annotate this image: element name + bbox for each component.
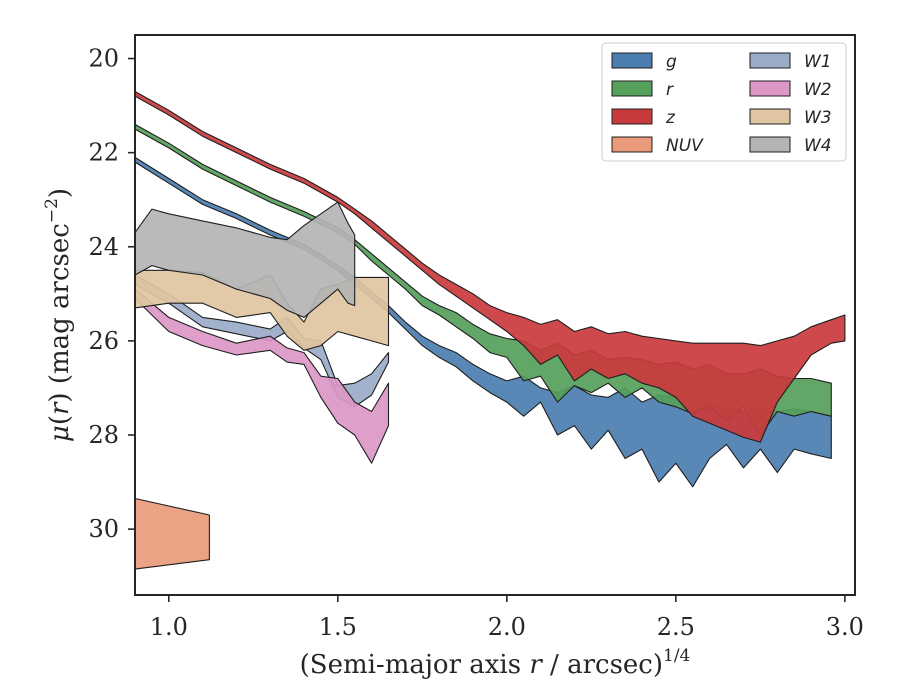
x-tick-label: 2.0 — [488, 613, 526, 641]
y-tick-label: 30 — [88, 515, 119, 543]
x-axis: 1.0 1.5 2.0 2.5 3.0 — [150, 595, 864, 641]
legend-label-r: r — [666, 80, 674, 100]
y-tick-label: 20 — [88, 45, 119, 73]
legend-label-z: z — [665, 108, 676, 128]
series-band-w1 — [134, 274, 390, 408]
legend: grz NUV W1 W2 W3 W4 — [601, 42, 847, 162]
x-axis-label-r: r — [529, 650, 543, 680]
series-band-w4 — [134, 201, 356, 318]
legend-label-w3: W3 — [804, 108, 832, 128]
x-tick-label: 1.5 — [319, 613, 357, 641]
legend-label-w2: W2 — [804, 80, 832, 100]
y-axis-label: μ(r) (mag arcsec−2) — [42, 188, 75, 442]
x-axis-label: (Semi-major axis r / arcsec)1/4 — [300, 646, 691, 680]
x-tick-label: 1.0 — [150, 613, 188, 641]
legend-entries: grz NUV W1 W2 W3 W4 — [611, 52, 832, 156]
legend-swatch-nuv — [611, 136, 653, 153]
series-layer — [134, 90, 846, 570]
legend-swatch-r — [611, 80, 653, 97]
y-tick-label: 26 — [88, 327, 119, 355]
series-band-z — [134, 90, 846, 443]
y-tick-label: 22 — [88, 139, 119, 167]
y-tick-label: 24 — [88, 233, 119, 261]
legend-label-nuv: NUV — [666, 136, 704, 156]
x-tick-label: 3.0 — [826, 613, 864, 641]
legend-label-w1: W1 — [804, 52, 832, 72]
legend-swatch-w1 — [749, 52, 791, 69]
y-axis: 20 22 24 26 28 30 — [88, 45, 135, 543]
x-axis-label-exponent: 1/4 — [663, 646, 690, 666]
legend-label-g: g — [666, 52, 677, 72]
legend-label-w4: W4 — [804, 136, 832, 156]
series-band-nuv — [134, 497, 210, 570]
legend-swatch-g — [611, 52, 653, 69]
y-tick-label: 28 — [88, 421, 119, 449]
plot-frame — [134, 34, 856, 596]
legend-swatch-w3 — [749, 108, 791, 125]
legend-swatch-w2 — [749, 80, 791, 97]
x-tick-label: 2.5 — [657, 613, 695, 641]
legend-swatch-w4 — [749, 136, 791, 153]
legend-swatch-z — [611, 108, 653, 125]
series-band-g — [134, 156, 832, 488]
series-band-w2 — [134, 288, 390, 464]
legend-box — [601, 42, 847, 162]
